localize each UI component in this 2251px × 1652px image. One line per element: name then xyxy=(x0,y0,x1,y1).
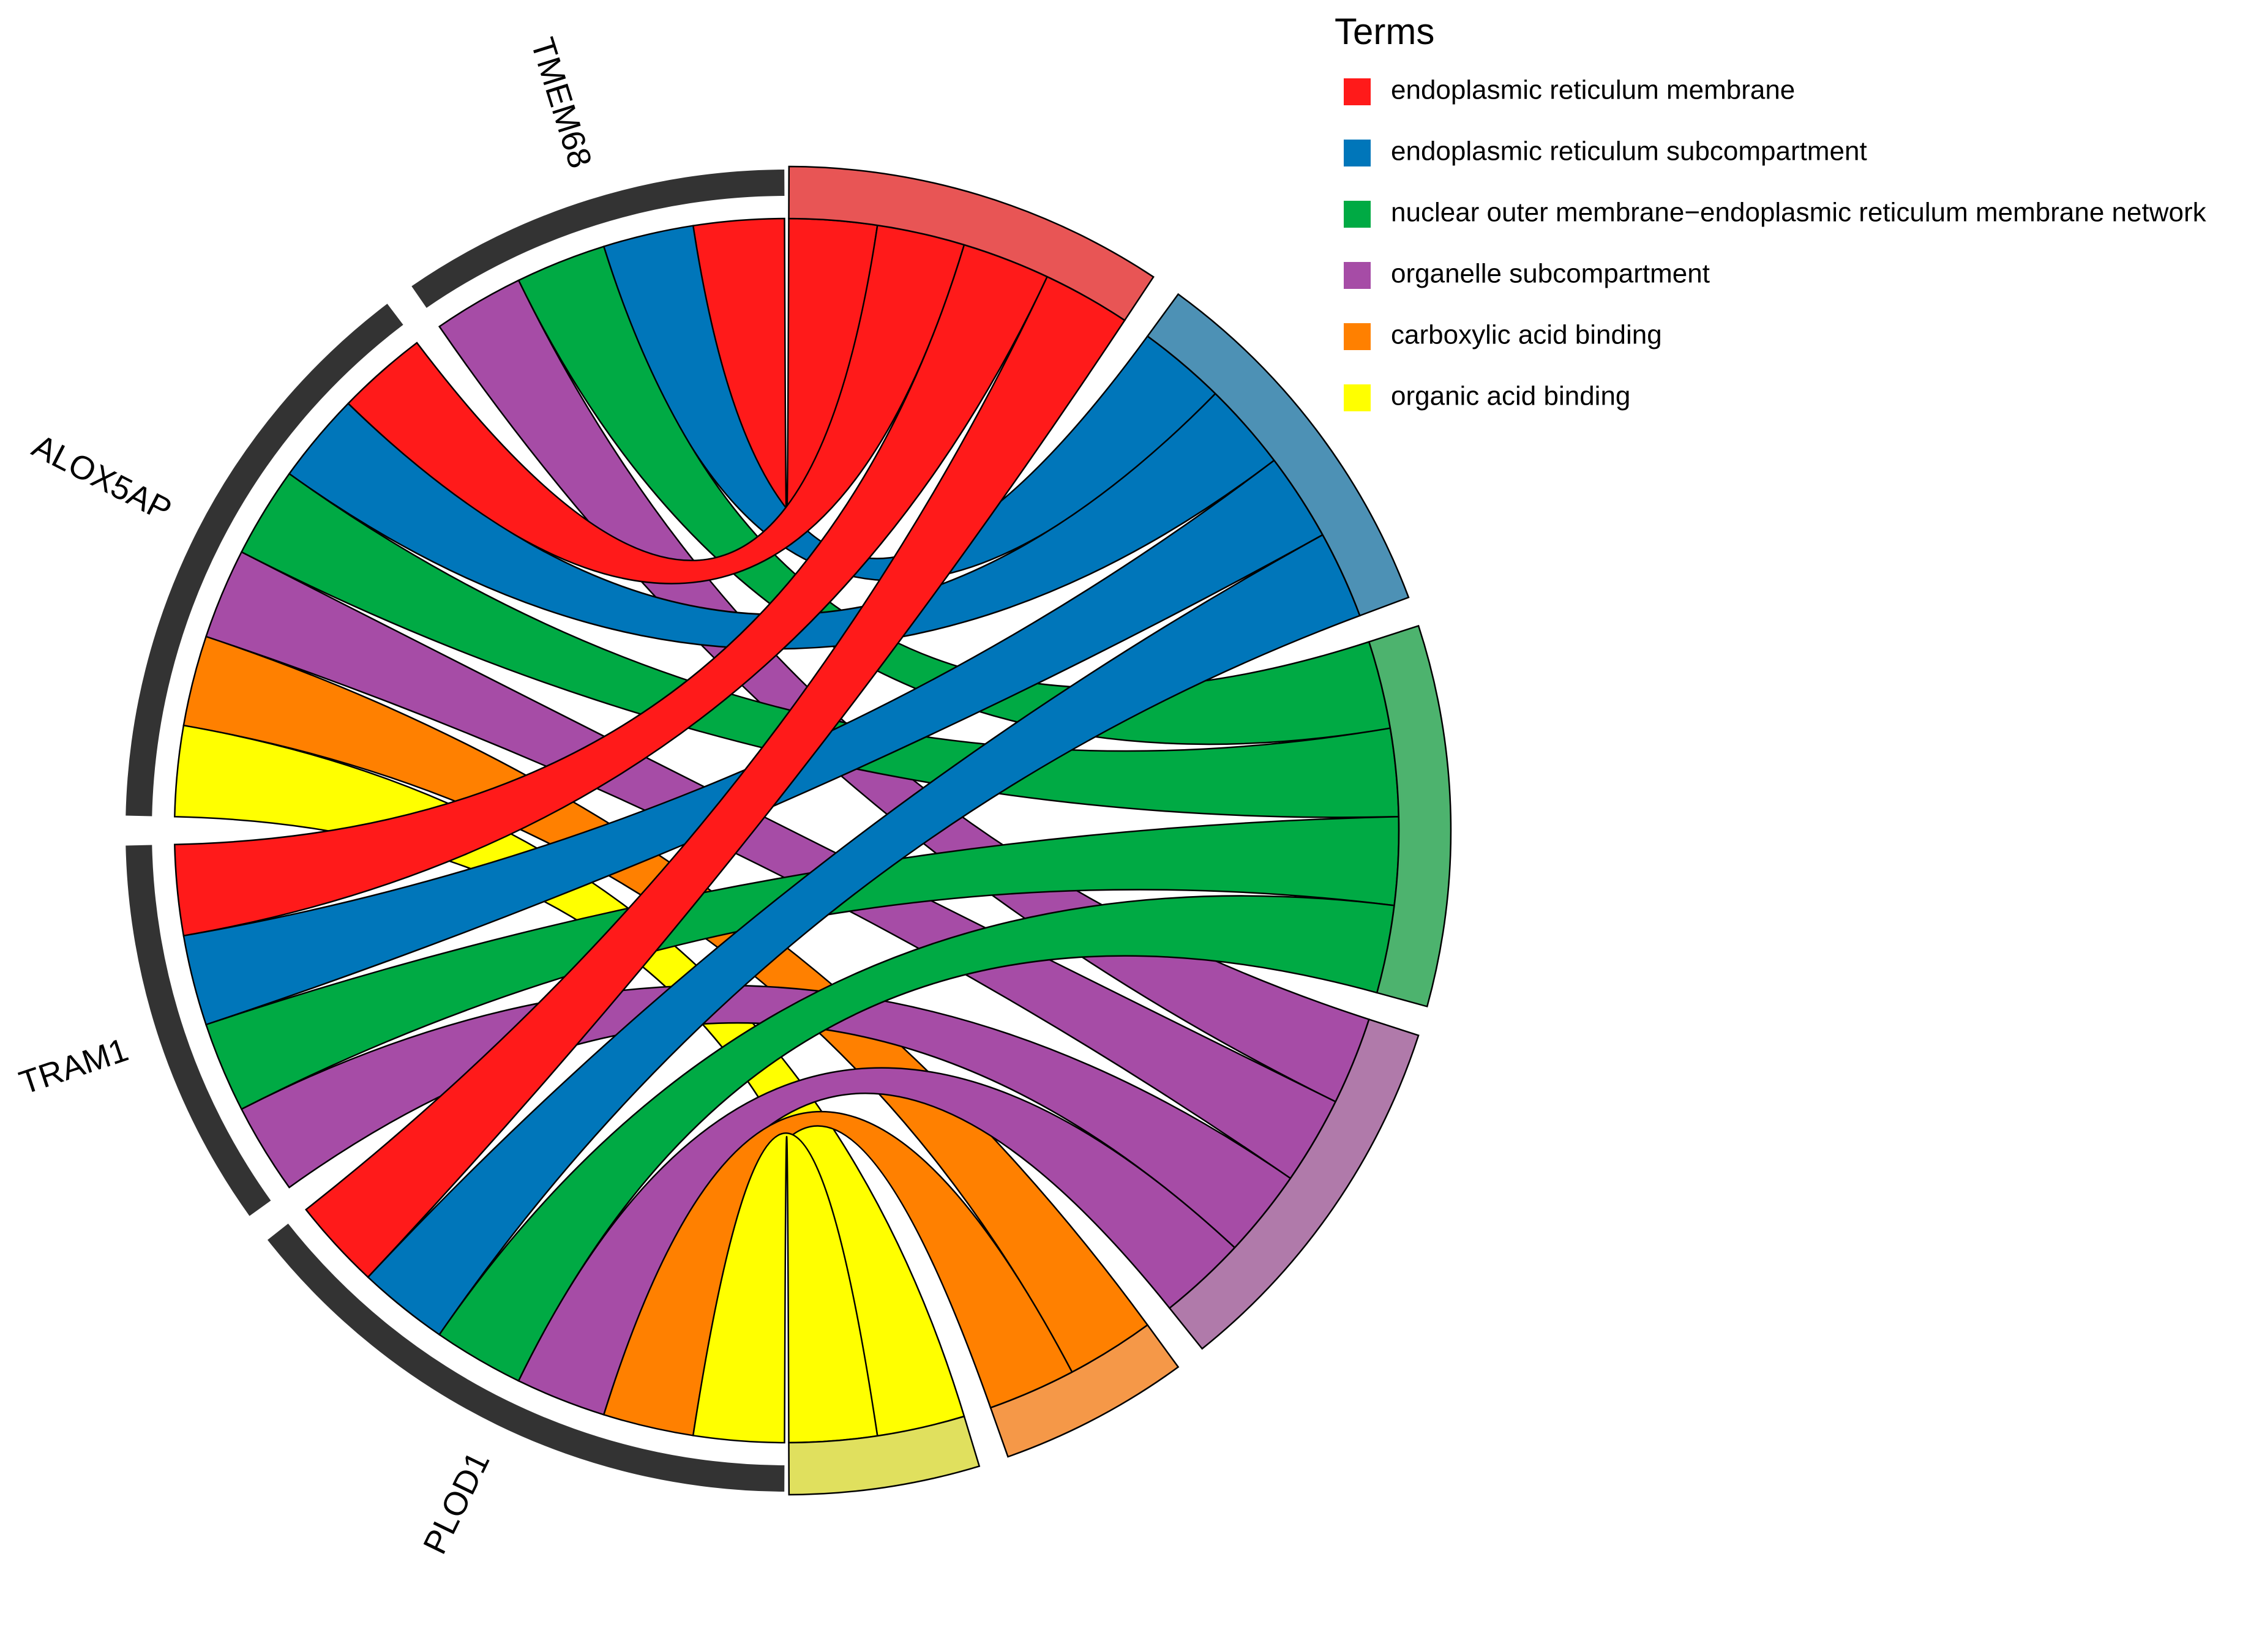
legend-swatch-4 xyxy=(1344,323,1371,350)
chord-ribbons xyxy=(174,217,1400,1444)
gene-label-tmem68: TMEM68 xyxy=(523,34,599,173)
legend-label-1: endoplasmic reticulum subcompartment xyxy=(1391,136,1867,166)
gene-band-plod1 xyxy=(268,1224,785,1492)
gene-label-plod1: PLOD1 xyxy=(416,1446,497,1560)
legend-label-3: organelle subcompartment xyxy=(1391,259,1710,289)
legend-label-2: nuclear outer membrane−endoplasmic retic… xyxy=(1391,198,2207,228)
legend-swatch-2 xyxy=(1344,201,1371,228)
gene-band-tmem68 xyxy=(411,170,785,308)
term-sector-4 xyxy=(989,1324,1180,1458)
legend-swatch-5 xyxy=(1344,384,1371,411)
term-sector-2 xyxy=(1368,624,1452,1007)
term-sector-3 xyxy=(1168,1018,1420,1350)
legend: Terms endoplasmic reticulum membraneendo… xyxy=(1335,11,2207,411)
legend-label-0: endoplasmic reticulum membrane xyxy=(1391,75,1795,105)
gene-label-tram1: TRAM1 xyxy=(15,1031,133,1102)
legend-title: Terms xyxy=(1335,11,1434,52)
gene-band-tram1 xyxy=(125,845,271,1216)
legend-swatch-1 xyxy=(1344,140,1371,166)
term-sector-1 xyxy=(1146,293,1410,617)
legend-swatch-3 xyxy=(1344,262,1371,289)
term-sectors xyxy=(788,165,1452,1496)
legend-items: endoplasmic reticulum membrane endoplasmi… xyxy=(1344,75,2207,411)
legend-label-4: carboxylic acid binding xyxy=(1391,320,1662,350)
term-sector-5 xyxy=(788,1415,981,1496)
legend-label-5: organic acid binding xyxy=(1391,381,1630,411)
gene-band-alox5ap xyxy=(125,304,403,817)
term-sector-0 xyxy=(788,165,1155,322)
gene-label-alox5ap: ALOX5AP xyxy=(26,427,177,529)
legend-swatch-0 xyxy=(1344,78,1371,105)
gene-bands xyxy=(125,170,785,1492)
